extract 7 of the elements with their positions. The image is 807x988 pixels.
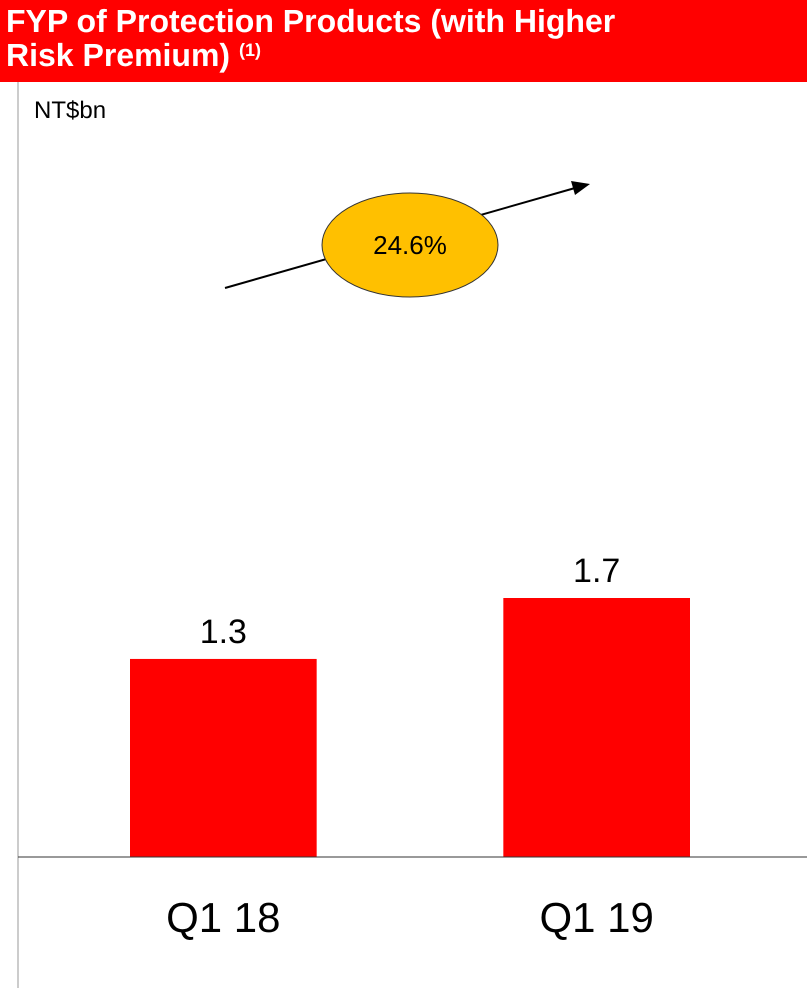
chart-title: FYP of Protection Products (with Higher Risk Premium) $^{(1)}$ xyxy=(6,3,616,73)
text: 24.6% xyxy=(373,230,447,260)
text: NT$bn xyxy=(34,97,106,124)
data-label: 1.7 xyxy=(573,552,620,590)
x-tick-label: Q1 19 xyxy=(539,894,654,941)
data-label: 1.3 xyxy=(200,612,247,651)
x-tick-label: Q1 18 xyxy=(166,894,281,941)
